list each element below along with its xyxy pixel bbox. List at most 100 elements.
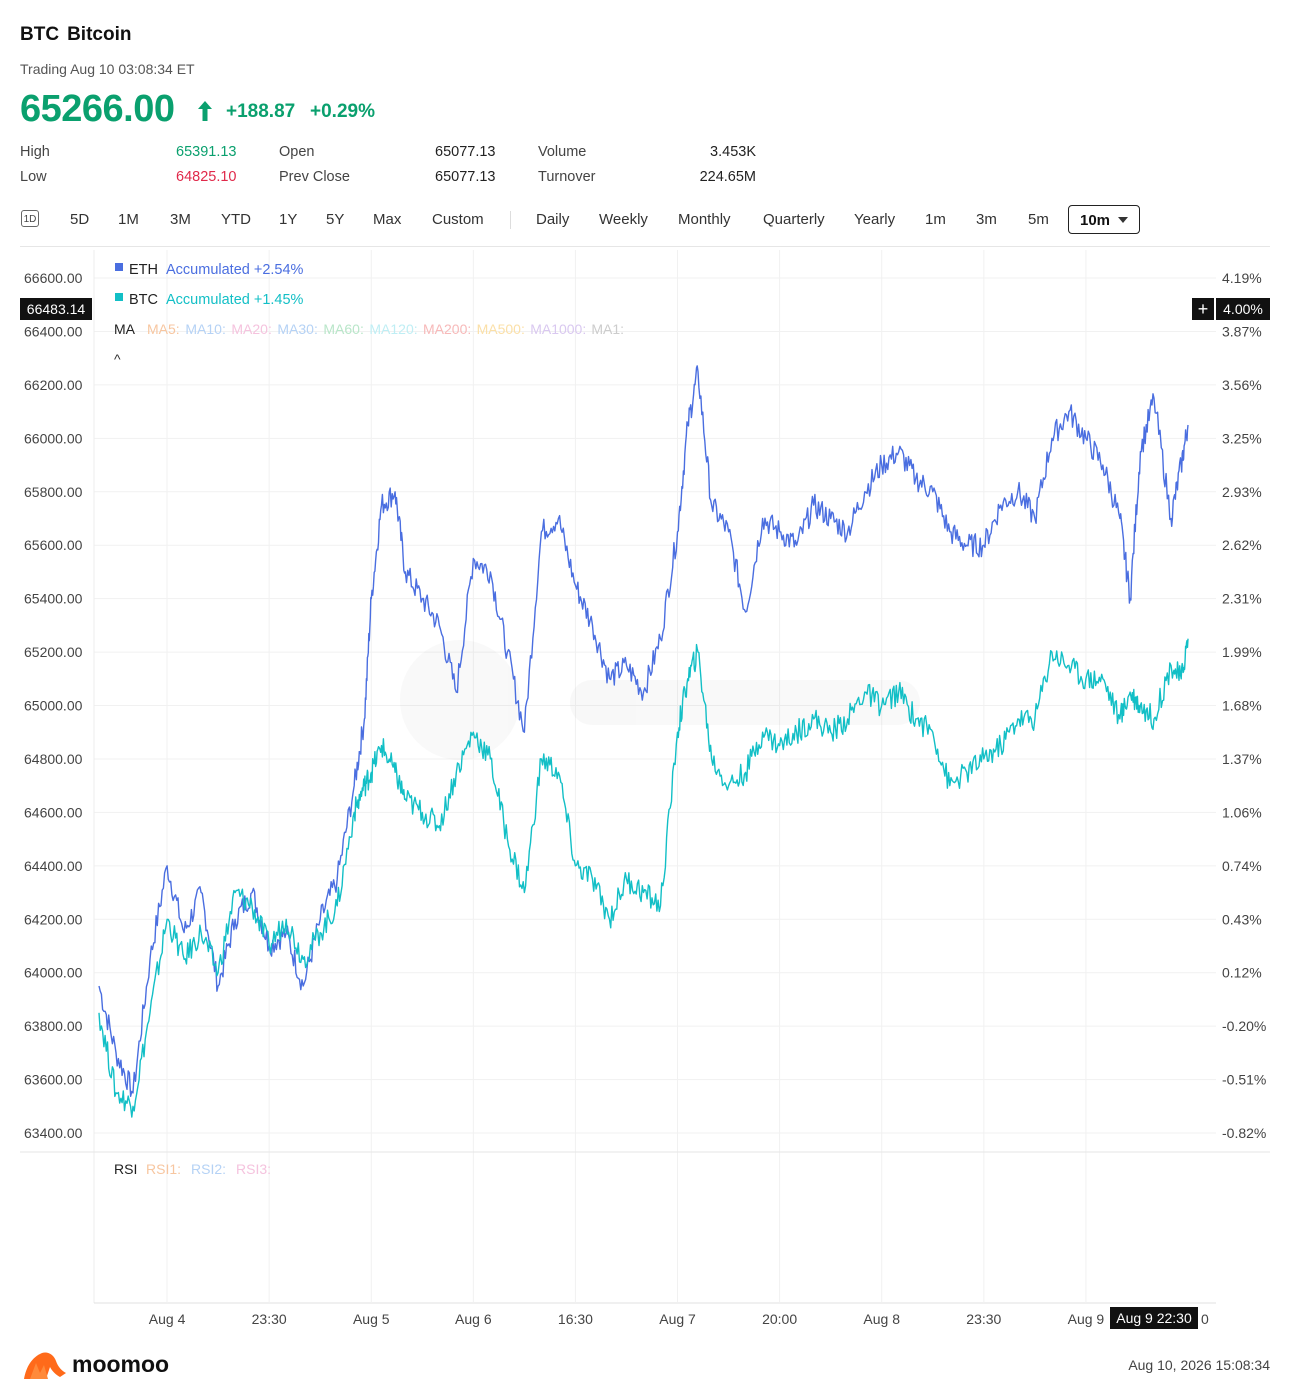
- x-tick: Aug 6: [455, 1311, 492, 1327]
- turnover-value: 224.65M: [699, 169, 756, 185]
- rsi-items: RSI1: RSI2: RSI3:: [146, 1161, 271, 1177]
- moomoo-brand: moomoo: [72, 1351, 170, 1377]
- x-tick: Aug 8: [863, 1311, 900, 1327]
- y-right-tick: -0.82%: [1222, 1125, 1266, 1141]
- open-label: Open: [279, 144, 315, 160]
- ma-item[interactable]: MA1:: [591, 321, 624, 337]
- ma-item[interactable]: MA30:: [277, 321, 317, 337]
- y-right-tick: 2.62%: [1222, 537, 1262, 553]
- tab-monthly[interactable]: Monthly: [678, 211, 731, 228]
- tab-ytd[interactable]: YTD: [221, 211, 251, 228]
- tab-divider: [510, 211, 511, 229]
- footer-timestamp: Aug 10, 2026 15:08:34: [1128, 1357, 1270, 1373]
- x-tick: 16:30: [558, 1311, 593, 1327]
- x-tick: 20:00: [762, 1311, 797, 1327]
- y-left-tick: 66400.00: [24, 323, 83, 339]
- ma-item[interactable]: MA500:: [477, 321, 525, 337]
- rsi-item[interactable]: RSI2:: [191, 1161, 226, 1177]
- volume-value: 3.453K: [710, 144, 756, 160]
- y-right-tick: 1.68%: [1222, 698, 1262, 714]
- ma-item[interactable]: MA120:: [369, 321, 417, 337]
- ma-items: MA5: MA10: MA20: MA30: MA60: MA120: MA200: MA50…: [147, 321, 624, 337]
- rsi-item[interactable]: RSI3:: [236, 1161, 271, 1177]
- ma-item[interactable]: MA5:: [147, 321, 180, 337]
- tab-custom[interactable]: Custom: [432, 211, 484, 228]
- ma-item[interactable]: MA200:: [423, 321, 471, 337]
- y-right-tick: 4.19%: [1222, 270, 1262, 286]
- x-tick: Aug 7: [659, 1311, 696, 1327]
- prev-close-value: 65077.13: [435, 169, 496, 185]
- open-value: 65077.13: [435, 144, 496, 160]
- tab-max[interactable]: Max: [373, 211, 402, 228]
- tab-weekly[interactable]: Weekly: [599, 211, 648, 228]
- caret-down-icon: [1118, 217, 1128, 223]
- crosshair-plus-bg: [1192, 298, 1214, 320]
- high-value: 65391.13: [176, 144, 237, 160]
- chart-grid: [93, 250, 1216, 1304]
- ma-item[interactable]: MA20:: [231, 321, 271, 337]
- btc-legend-swatch: [115, 293, 123, 301]
- collapse-chevron-icon[interactable]: ^: [114, 351, 121, 367]
- ma-item[interactable]: MA60:: [323, 321, 363, 337]
- btc-legend-name: BTC: [129, 292, 158, 308]
- series-lines: [98, 365, 1189, 1118]
- header-divider: [20, 246, 1270, 247]
- low-label: Low: [20, 169, 47, 185]
- moomoo-logo: moomoo: [22, 1349, 172, 1386]
- tab-3m-interval[interactable]: 3m: [976, 211, 997, 228]
- crosshair-time-bg: [1110, 1307, 1198, 1329]
- tab-yearly[interactable]: Yearly: [854, 211, 896, 228]
- eth-legend-name: ETH: [129, 262, 158, 278]
- tab-3m-range[interactable]: 3M: [170, 211, 191, 228]
- trading-status: Trading Aug 10 03:08:34 ET: [20, 61, 195, 77]
- tab-daily[interactable]: Daily: [536, 211, 570, 228]
- crosshair-plus-icon[interactable]: +: [1198, 299, 1209, 319]
- tab-1m-range[interactable]: 1M: [118, 211, 139, 228]
- y-left-tick: 64000.00: [24, 965, 83, 981]
- y-left-tick: 66000.00: [24, 430, 83, 446]
- tab-1m-interval[interactable]: 1m: [925, 211, 946, 228]
- y-left-tick: 63800.00: [24, 1018, 83, 1034]
- rsi-label[interactable]: RSI: [114, 1161, 137, 1177]
- y-right-tick: 1.06%: [1222, 804, 1262, 820]
- tab-5d[interactable]: 5D: [70, 211, 90, 228]
- tab-quarterly[interactable]: Quarterly: [763, 211, 825, 228]
- y-right-tick: -0.51%: [1222, 1072, 1266, 1088]
- ma-item[interactable]: MA10:: [185, 321, 225, 337]
- y-right-tick: 2.31%: [1222, 591, 1262, 607]
- interval-dropdown-10m[interactable]: 10m: [1068, 205, 1140, 234]
- y-left-tick: 64200.00: [24, 911, 83, 927]
- x-tick: 23:30: [252, 1311, 287, 1327]
- ma-item[interactable]: MA1000:: [530, 321, 586, 337]
- y-right-tick: 2.93%: [1222, 484, 1262, 500]
- crosshair-left-value: 66483.14: [27, 301, 86, 317]
- high-label: High: [20, 144, 50, 160]
- tab-1d-icon[interactable]: 1D: [21, 210, 39, 227]
- ticker-name: Bitcoin: [67, 24, 132, 45]
- y-left-tick: 64400.00: [24, 858, 83, 874]
- moomoo-logo-icon: [24, 1352, 66, 1379]
- interval-dropdown-label: 10m: [1080, 212, 1111, 229]
- y-right-tick: 3.25%: [1222, 430, 1262, 446]
- turnover-label: Turnover: [538, 169, 596, 185]
- y-left-tick: 65000.00: [24, 698, 83, 714]
- y-left-tick: 65400.00: [24, 591, 83, 607]
- tab-5m-interval[interactable]: 5m: [1028, 211, 1049, 228]
- y-left-tick: 64800.00: [24, 751, 83, 767]
- y-left-tick: 65200.00: [24, 644, 83, 660]
- y-axis-right: 4.19% 3.87% 3.56% 3.25% 2.93% 2.62% 2.31% 1.99%…: [1222, 270, 1266, 1141]
- ticker-title: BTC Bitcoin: [20, 24, 131, 46]
- tab-5y[interactable]: 5Y: [326, 211, 345, 228]
- ma-label[interactable]: MA: [114, 321, 136, 337]
- btc-legend-accumulated: Accumulated +1.45%: [166, 292, 304, 308]
- rsi-item[interactable]: RSI1:: [146, 1161, 181, 1177]
- y-right-tick: 0.74%: [1222, 858, 1262, 874]
- y-right-tick: -0.20%: [1222, 1018, 1266, 1034]
- crosshair-left-bg: [20, 298, 92, 320]
- price-change: +188.87: [226, 101, 296, 122]
- eth-legend-accumulated: Accumulated +2.54%: [166, 262, 304, 278]
- eth-legend-swatch: [115, 263, 123, 271]
- tab-1y[interactable]: 1Y: [279, 211, 298, 228]
- crosshair-right-bg: [1216, 298, 1270, 320]
